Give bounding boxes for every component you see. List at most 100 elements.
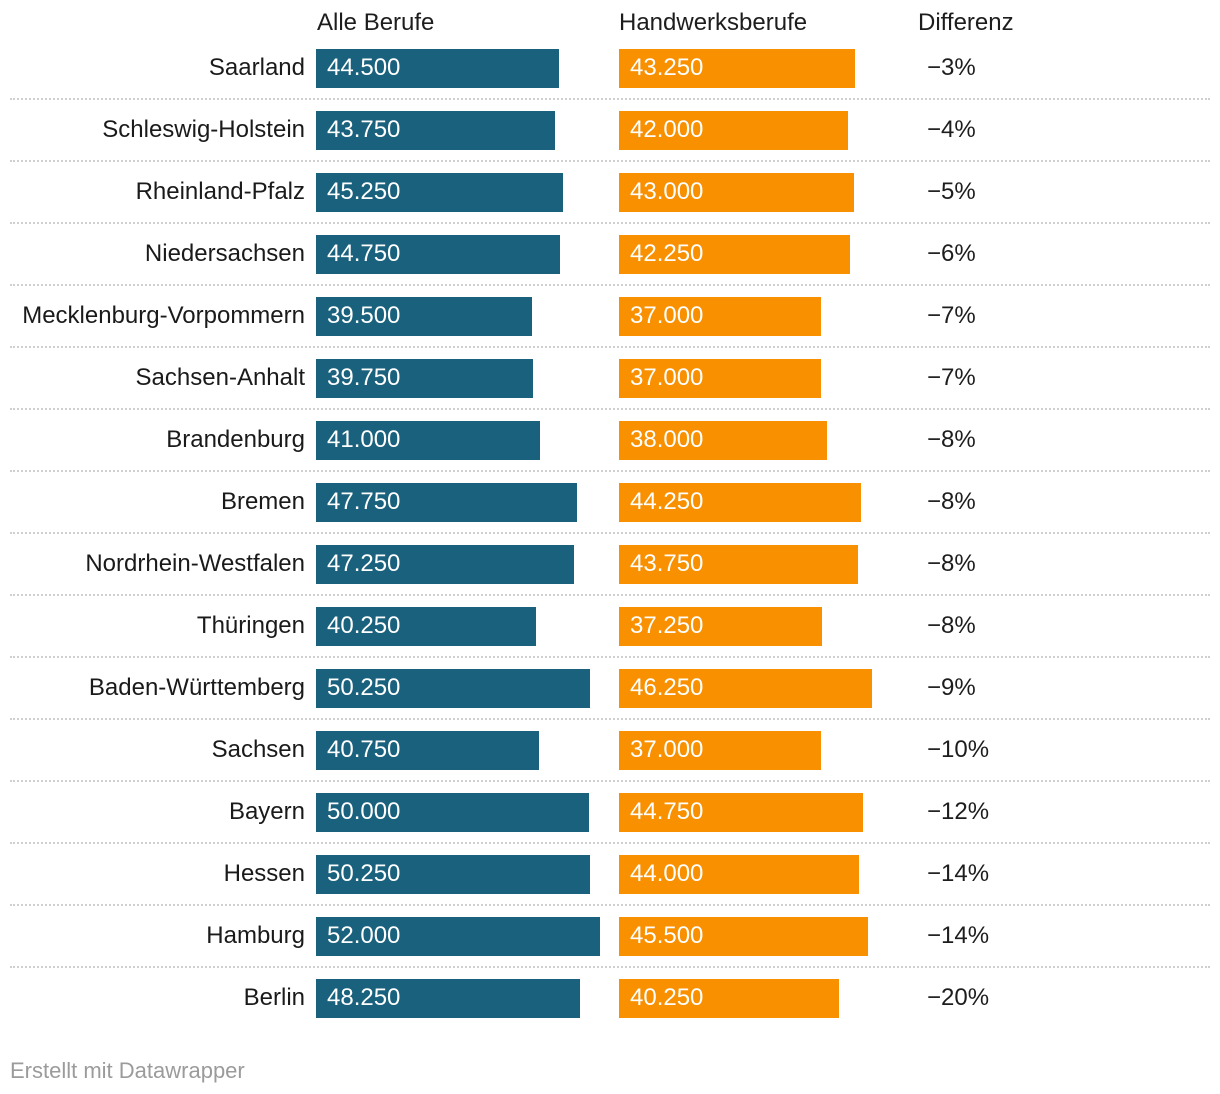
differenz-value: −4%	[927, 116, 976, 143]
differenz-value: −8%	[927, 612, 976, 639]
alle-berufe-bar: 41.000	[316, 420, 540, 460]
alle-berufe-value: 44.750	[327, 240, 401, 267]
handwerksberufe-bar: 38.000	[619, 420, 827, 460]
differenz-value: −8%	[927, 550, 976, 577]
alle-berufe-bar-cell: 48.250	[316, 978, 619, 1018]
alle-berufe-bar-cell: 39.500	[316, 296, 619, 336]
alle-berufe-bar: 40.750	[316, 730, 539, 770]
differenz-value: −7%	[927, 302, 976, 329]
differenz-value: −7%	[927, 364, 976, 391]
handwerksberufe-bar-cell: 43.250	[619, 48, 918, 88]
table-row: Mecklenburg-Vorpommern 39.500 37.000 −7%	[0, 285, 1220, 348]
alle-berufe-value: 40.250	[327, 612, 401, 639]
alle-berufe-bar-cell: 50.250	[316, 668, 619, 708]
state-label: Saarland	[208, 54, 305, 81]
handwerksberufe-bar: 43.750	[619, 544, 858, 584]
table-row: Berlin 48.250 40.250 −20%	[0, 967, 1220, 1029]
alle-berufe-bar: 39.750	[316, 358, 533, 398]
alle-berufe-value: 40.750	[327, 736, 401, 763]
alle-berufe-bar-cell: 45.250	[316, 172, 619, 212]
handwerksberufe-bar-cell: 40.250	[619, 978, 918, 1018]
alle-berufe-value: 52.000	[327, 922, 401, 949]
alle-berufe-bar: 47.750	[316, 482, 577, 522]
handwerksberufe-value: 42.250	[630, 240, 704, 267]
state-label: Hamburg	[206, 922, 305, 949]
alle-berufe-bar: 43.750	[316, 110, 555, 150]
handwerksberufe-value: 46.250	[630, 674, 704, 701]
handwerksberufe-bar-cell: 38.000	[619, 420, 918, 460]
alle-berufe-bar-cell: 44.750	[316, 234, 619, 274]
table-row: Schleswig-Holstein 43.750 42.000 −4%	[0, 99, 1220, 162]
handwerksberufe-bar-cell: 42.250	[619, 234, 918, 274]
handwerksberufe-value: 43.250	[630, 54, 704, 81]
alle-berufe-bar-cell: 50.000	[316, 792, 619, 832]
handwerksberufe-value: 42.000	[630, 116, 704, 143]
table-row: Saarland 44.500 43.250 −3%	[0, 37, 1220, 100]
state-label: Schleswig-Holstein	[102, 116, 305, 143]
handwerksberufe-bar-cell: 44.000	[619, 854, 918, 894]
differenz-value: −9%	[927, 674, 976, 701]
table-row: Nordrhein-Westfalen 47.250 43.750 −8%	[0, 533, 1220, 596]
alle-berufe-bar-cell: 52.000	[316, 916, 619, 956]
state-label: Baden-Württemberg	[88, 674, 305, 701]
handwerksberufe-value: 44.250	[630, 488, 704, 515]
column-header-handwerksberufe: Handwerksberufe	[619, 9, 808, 36]
handwerksberufe-bar-cell: 37.000	[619, 358, 918, 398]
state-label: Sachsen	[211, 736, 305, 763]
chart-footer: Erstellt mit Datawrapper	[0, 1058, 1220, 1084]
differenz-value: −5%	[927, 178, 976, 205]
alle-berufe-bar: 52.000	[316, 916, 600, 956]
handwerksberufe-bar-cell: 37.250	[619, 606, 918, 646]
table-row: Brandenburg 41.000 38.000 −8%	[0, 409, 1220, 472]
alle-berufe-value: 48.250	[327, 984, 401, 1011]
alle-berufe-bar-cell: 47.250	[316, 544, 619, 584]
alle-berufe-value: 47.750	[327, 488, 401, 515]
handwerksberufe-bar: 43.000	[619, 172, 854, 212]
handwerksberufe-bar: 37.250	[619, 606, 822, 646]
table-row: Sachsen-Anhalt 39.750 37.000 −7%	[0, 347, 1220, 410]
table-row: Bremen 47.750 44.250 −8%	[0, 471, 1220, 534]
alle-berufe-bar-cell: 43.750	[316, 110, 619, 150]
handwerksberufe-bar: 40.250	[619, 978, 839, 1018]
handwerksberufe-bar: 37.000	[619, 358, 821, 398]
state-label: Hessen	[223, 860, 305, 887]
table-row: Niedersachsen 44.750 42.250 −6%	[0, 223, 1220, 286]
table-row: Thüringen 40.250 37.250 −8%	[0, 595, 1220, 658]
state-label: Brandenburg	[166, 426, 305, 453]
alle-berufe-bar: 39.500	[316, 296, 532, 336]
handwerksberufe-bar: 44.250	[619, 482, 861, 522]
handwerksberufe-value: 37.000	[630, 736, 704, 763]
differenz-value: −12%	[927, 798, 990, 825]
alle-berufe-bar-cell: 50.250	[316, 854, 619, 894]
alle-berufe-bar-cell: 40.750	[316, 730, 619, 770]
state-label: Niedersachsen	[144, 240, 305, 267]
alle-berufe-bar-cell: 39.750	[316, 358, 619, 398]
alle-berufe-bar: 50.000	[316, 792, 589, 832]
differenz-value: −8%	[927, 488, 976, 515]
alle-berufe-bar: 50.250	[316, 854, 590, 894]
column-header-differenz: Differenz	[918, 9, 1014, 36]
state-label: Mecklenburg-Vorpommern	[22, 302, 305, 329]
state-label: Berlin	[243, 984, 305, 1011]
table-row: Hamburg 52.000 45.500 −14%	[0, 905, 1220, 968]
differenz-value: −3%	[927, 54, 976, 81]
alle-berufe-value: 50.250	[327, 674, 401, 701]
alle-berufe-value: 39.500	[327, 302, 401, 329]
handwerksberufe-bar: 46.250	[619, 668, 872, 708]
alle-berufe-bar-cell: 47.750	[316, 482, 619, 522]
handwerksberufe-value: 37.250	[630, 612, 704, 639]
handwerksberufe-bar: 44.000	[619, 854, 859, 894]
handwerksberufe-bar: 44.750	[619, 792, 863, 832]
state-label: Bayern	[228, 798, 305, 825]
alle-berufe-value: 44.500	[327, 54, 401, 81]
handwerksberufe-bar: 42.000	[619, 110, 848, 150]
handwerksberufe-bar-cell: 44.250	[619, 482, 918, 522]
handwerksberufe-value: 40.250	[630, 984, 704, 1011]
handwerksberufe-value: 43.000	[630, 178, 704, 205]
table-row: Bayern 50.000 44.750 −12%	[0, 781, 1220, 844]
datawrapper-attribution-link[interactable]: Erstellt mit Datawrapper	[10, 1058, 245, 1083]
state-label: Nordrhein-Westfalen	[85, 550, 305, 577]
handwerksberufe-bar: 42.250	[619, 234, 850, 274]
handwerksberufe-bar-cell: 37.000	[619, 730, 918, 770]
alle-berufe-bar: 48.250	[316, 978, 580, 1018]
